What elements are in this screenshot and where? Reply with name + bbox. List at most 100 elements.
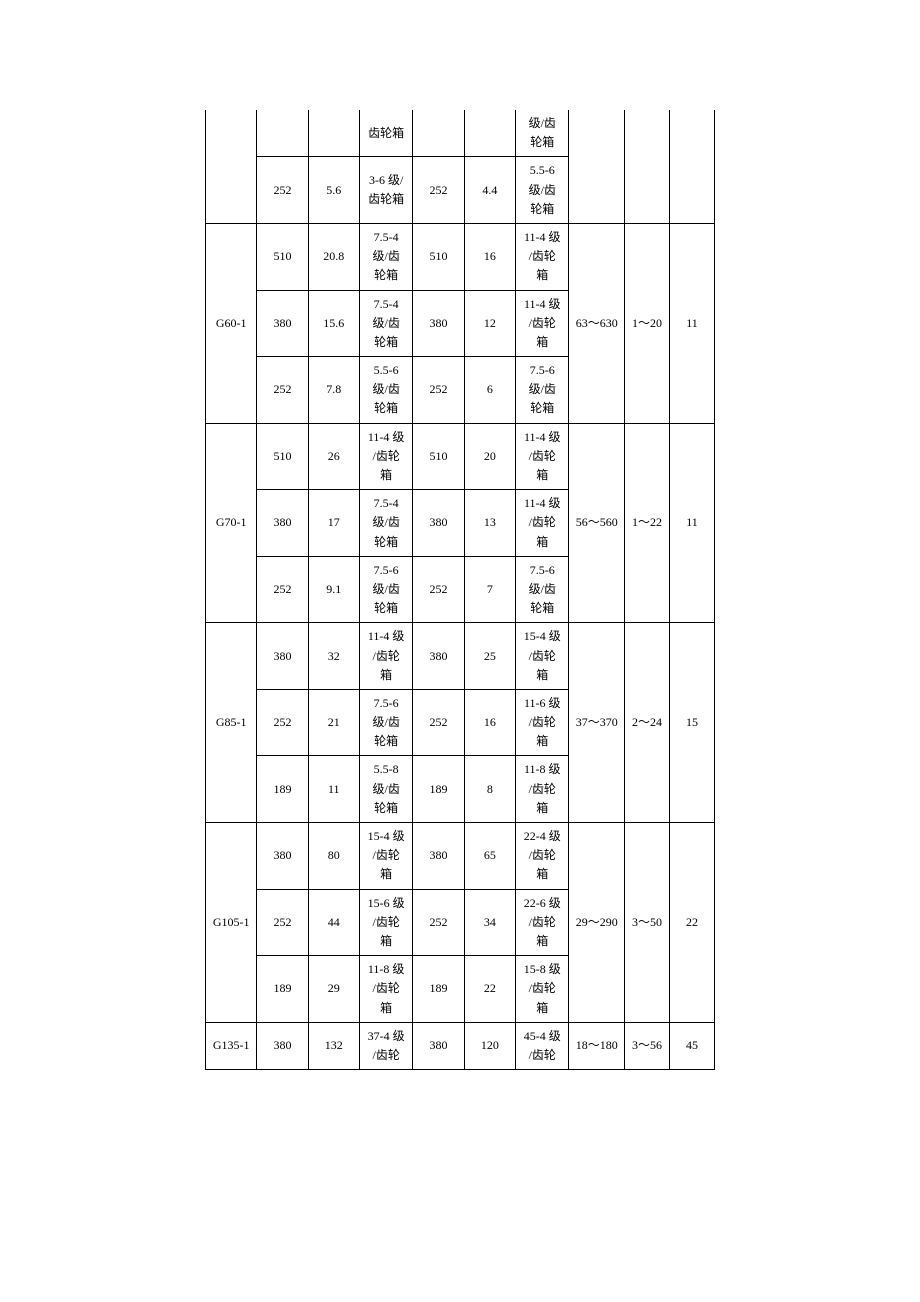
table-cell: G135-1	[206, 1022, 257, 1069]
table-cell: 16	[464, 689, 515, 756]
table-cell: G105-1	[206, 823, 257, 1023]
table-cell: 5.5-6级/齿轮箱	[516, 157, 569, 224]
table-cell: 15-4 级/齿轮箱	[359, 823, 412, 890]
table-cell: 252	[257, 357, 308, 424]
table-cell: 252	[413, 889, 464, 956]
table-cell	[669, 110, 714, 223]
table-row: G70-15102611-4 级/齿轮箱5102011-4 级/齿轮箱56～56…	[206, 423, 715, 490]
table-cell: 1～20	[625, 223, 670, 423]
table-cell: 380	[413, 1022, 464, 1069]
table-cell: 7.5-6级/齿轮箱	[359, 689, 412, 756]
table-cell: 7.5-6级/齿轮箱	[359, 556, 412, 623]
table-cell: 32	[308, 623, 359, 690]
table-cell: 380	[413, 823, 464, 890]
table-cell: 3～56	[625, 1022, 670, 1069]
table-cell: 510	[257, 223, 308, 290]
table-row: 齿轮箱级/齿轮箱	[206, 110, 715, 157]
table-cell: 15-6 级/齿轮箱	[359, 889, 412, 956]
table-cell: 15-4 级/齿轮箱	[516, 623, 569, 690]
table-cell: 22	[464, 956, 515, 1023]
table-cell: 189	[257, 756, 308, 823]
table-cell: 6	[464, 357, 515, 424]
table-cell: 252	[257, 889, 308, 956]
table-cell	[308, 110, 359, 157]
table-cell	[464, 110, 515, 157]
table-cell: 7.5-4级/齿轮箱	[359, 490, 412, 557]
table-cell: 3～50	[625, 823, 670, 1023]
table-cell: 13	[464, 490, 515, 557]
table-cell: 11	[669, 423, 714, 623]
table-cell: 11-6 级/齿轮箱	[516, 689, 569, 756]
table-cell: 37～370	[569, 623, 625, 823]
table-cell: 380	[257, 1022, 308, 1069]
table-cell: 5.5-8级/齿轮箱	[359, 756, 412, 823]
table-cell: 7.5-6级/齿轮箱	[516, 357, 569, 424]
table-cell: 7.5-4级/齿轮箱	[359, 290, 412, 357]
table-cell: 37-4 级/齿轮	[359, 1022, 412, 1069]
table-cell: 9.1	[308, 556, 359, 623]
table-cell: 7.8	[308, 357, 359, 424]
table-cell: 45-4 级/齿轮	[516, 1022, 569, 1069]
table-cell: 11	[669, 223, 714, 423]
table-cell: 252	[257, 689, 308, 756]
table-cell: 380	[257, 623, 308, 690]
table-cell: 7.5-4级/齿轮箱	[359, 223, 412, 290]
table-cell: 22	[669, 823, 714, 1023]
table-cell: 510	[413, 223, 464, 290]
table-row: G85-13803211-4 级/齿轮箱3802515-4 级/齿轮箱37～37…	[206, 623, 715, 690]
table-cell: 11-8 级/齿轮箱	[359, 956, 412, 1023]
table-cell: 380	[257, 823, 308, 890]
table-cell: 380	[413, 623, 464, 690]
table-cell: 252	[257, 157, 308, 224]
table-cell: 4.4	[464, 157, 515, 224]
table-cell: 22-4 级/齿轮箱	[516, 823, 569, 890]
table-cell: 2～24	[625, 623, 670, 823]
table-cell: 80	[308, 823, 359, 890]
table-cell	[257, 110, 308, 157]
table-cell: 22-6 级/齿轮箱	[516, 889, 569, 956]
table-cell: 380	[257, 490, 308, 557]
table-cell: 20.8	[308, 223, 359, 290]
table-cell: 11-4 级/齿轮箱	[516, 490, 569, 557]
table-cell: 11-4 级/齿轮箱	[516, 290, 569, 357]
table-cell: 252	[413, 556, 464, 623]
table-cell: 20	[464, 423, 515, 490]
table-cell: 65	[464, 823, 515, 890]
table-cell: 189	[257, 956, 308, 1023]
table-cell: 11	[308, 756, 359, 823]
table-cell: 齿轮箱	[359, 110, 412, 157]
table-cell: 5.5-6级/齿轮箱	[359, 357, 412, 424]
table-cell: 510	[257, 423, 308, 490]
table-cell: G60-1	[206, 223, 257, 423]
table-cell: 12	[464, 290, 515, 357]
table-cell: 15	[669, 623, 714, 823]
table-cell: 11-4 级/齿轮箱	[516, 423, 569, 490]
table-cell: 1～22	[625, 423, 670, 623]
table-cell: 189	[413, 956, 464, 1023]
table-cell	[625, 110, 670, 223]
table-cell: 34	[464, 889, 515, 956]
table-cell: G85-1	[206, 623, 257, 823]
table-cell: 29	[308, 956, 359, 1023]
table-cell: 15.6	[308, 290, 359, 357]
table-cell: 17	[308, 490, 359, 557]
table-cell: 380	[257, 290, 308, 357]
page: 齿轮箱级/齿轮箱2525.63-6 级/齿轮箱2524.45.5-6级/齿轮箱G…	[0, 0, 920, 1150]
table-cell: 15-8 级/齿轮箱	[516, 956, 569, 1023]
table-cell: 45	[669, 1022, 714, 1069]
table-cell: 44	[308, 889, 359, 956]
table-cell: 189	[413, 756, 464, 823]
table-cell	[413, 110, 464, 157]
table-row: G135-138013237-4 级/齿轮38012045-4 级/齿轮18～1…	[206, 1022, 715, 1069]
table-cell: 11-4 级/齿轮箱	[516, 223, 569, 290]
table-cell: 7	[464, 556, 515, 623]
table-cell: 380	[413, 290, 464, 357]
table-cell: 252	[413, 357, 464, 424]
table-cell: 26	[308, 423, 359, 490]
table-cell	[206, 110, 257, 223]
table-cell: 510	[413, 423, 464, 490]
table-cell: 252	[257, 556, 308, 623]
table-cell: 11-8 级/齿轮箱	[516, 756, 569, 823]
table-cell: 11-4 级/齿轮箱	[359, 623, 412, 690]
table-cell: 252	[413, 689, 464, 756]
